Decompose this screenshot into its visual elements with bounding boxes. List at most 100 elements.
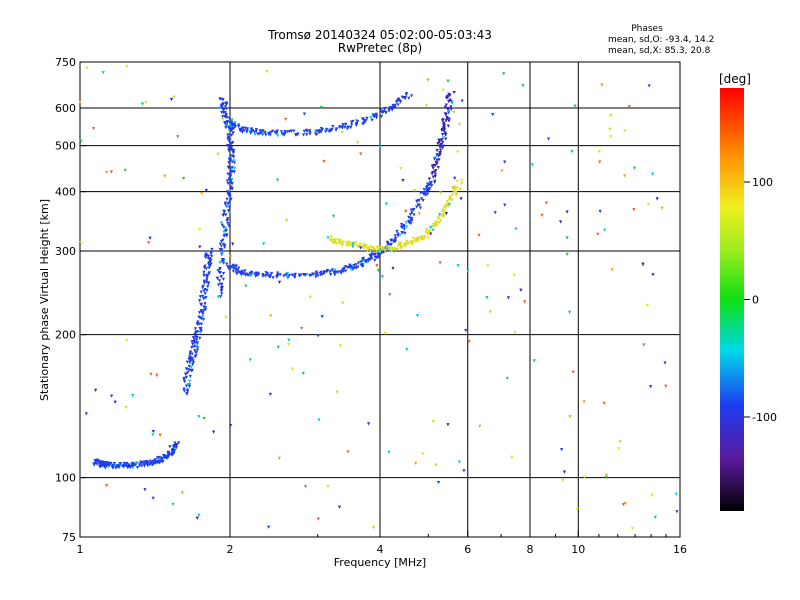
- echo-point: [229, 185, 233, 189]
- echo-point: [332, 238, 336, 242]
- echo-point: [216, 268, 220, 273]
- echo-point: [275, 178, 280, 182]
- echo-point: [231, 131, 235, 135]
- echo-point: [343, 125, 347, 129]
- echo-point: [160, 456, 164, 461]
- echo-point: [212, 430, 216, 434]
- echo-point: [209, 258, 213, 263]
- echo-point: [455, 186, 459, 190]
- echo-point: [94, 388, 98, 393]
- echo-point: [196, 320, 200, 324]
- echo-point: [373, 252, 378, 256]
- echo-point: [375, 264, 379, 268]
- echo-point: [226, 222, 230, 226]
- echo-point: [331, 240, 335, 244]
- echo-point: [186, 371, 190, 375]
- echo-point: [403, 231, 407, 236]
- echo-point: [415, 199, 419, 204]
- echo-point: [444, 206, 448, 210]
- echo-point: [98, 463, 102, 467]
- echo-point: [182, 176, 186, 181]
- echo-point: [205, 288, 209, 293]
- echo-point: [308, 295, 312, 299]
- echo-point: [405, 239, 409, 243]
- echo-point: [227, 191, 231, 196]
- echo-point: [351, 119, 355, 124]
- echo-point: [435, 161, 439, 166]
- echo-point: [371, 526, 376, 530]
- echo-point: [261, 272, 265, 277]
- echo-point: [400, 225, 405, 230]
- echo-point: [421, 198, 425, 203]
- echo-point: [452, 90, 456, 95]
- echo-point: [204, 267, 208, 271]
- echo-point: [105, 484, 109, 488]
- echo-point: [228, 172, 232, 176]
- echo-point: [188, 361, 192, 365]
- echo-point: [404, 209, 408, 213]
- echo-point: [416, 239, 420, 243]
- echo-point: [330, 268, 334, 272]
- echo-point: [448, 93, 452, 97]
- echo-point: [433, 175, 437, 179]
- echo-point: [268, 275, 272, 279]
- echo-point: [105, 170, 109, 175]
- echo-point: [663, 361, 667, 365]
- x-tick-label: 16: [673, 543, 687, 556]
- echo-point: [226, 217, 230, 221]
- echo-point: [400, 245, 404, 250]
- echo-point: [148, 236, 152, 240]
- echo-point: [242, 129, 246, 133]
- echo-point: [362, 246, 366, 251]
- echo-point: [223, 110, 227, 115]
- echo-point: [229, 128, 233, 132]
- echo-point: [326, 236, 330, 240]
- echo-point: [258, 129, 262, 133]
- echo-point: [248, 358, 252, 362]
- echo-point: [235, 268, 240, 272]
- echo-point: [420, 235, 424, 239]
- echo-point: [208, 264, 212, 268]
- echo-point: [405, 91, 409, 96]
- echo-point: [254, 128, 258, 132]
- echo-point: [440, 213, 444, 217]
- x-tick-label: 2: [227, 543, 234, 556]
- echo-point: [416, 236, 420, 241]
- echo-point: [544, 201, 549, 205]
- echo-point: [253, 133, 257, 137]
- echo-point: [344, 122, 348, 126]
- echo-point: [370, 254, 374, 258]
- echo-point: [219, 282, 223, 286]
- echo-point: [249, 274, 253, 278]
- echo-point: [284, 219, 289, 223]
- echo-point: [227, 129, 232, 133]
- echo-point: [354, 263, 358, 267]
- y-tick-label: 200: [55, 329, 76, 342]
- echo-point: [207, 272, 211, 276]
- echo-point: [308, 129, 312, 133]
- echo-point: [397, 241, 401, 245]
- echo-point: [393, 240, 397, 244]
- echo-point: [380, 275, 385, 279]
- echo-point: [334, 128, 338, 132]
- echo-point: [226, 135, 230, 139]
- echo-point: [521, 84, 525, 88]
- echo-point: [188, 350, 193, 354]
- echo-point: [419, 236, 423, 240]
- echo-point: [187, 379, 192, 383]
- echo-point: [196, 322, 200, 326]
- echo-point: [197, 513, 201, 517]
- colorbar-tick-label: 0: [752, 294, 759, 307]
- echo-point: [436, 165, 440, 170]
- echo-point: [392, 106, 396, 110]
- echo-point: [146, 460, 150, 465]
- echo-point: [436, 215, 440, 219]
- echo-point: [642, 343, 646, 347]
- echo-point: [459, 197, 463, 201]
- echo-point: [373, 258, 377, 263]
- echo-point: [210, 254, 214, 259]
- echo-point: [405, 347, 409, 352]
- echo-point: [229, 197, 233, 201]
- echo-point: [308, 132, 312, 136]
